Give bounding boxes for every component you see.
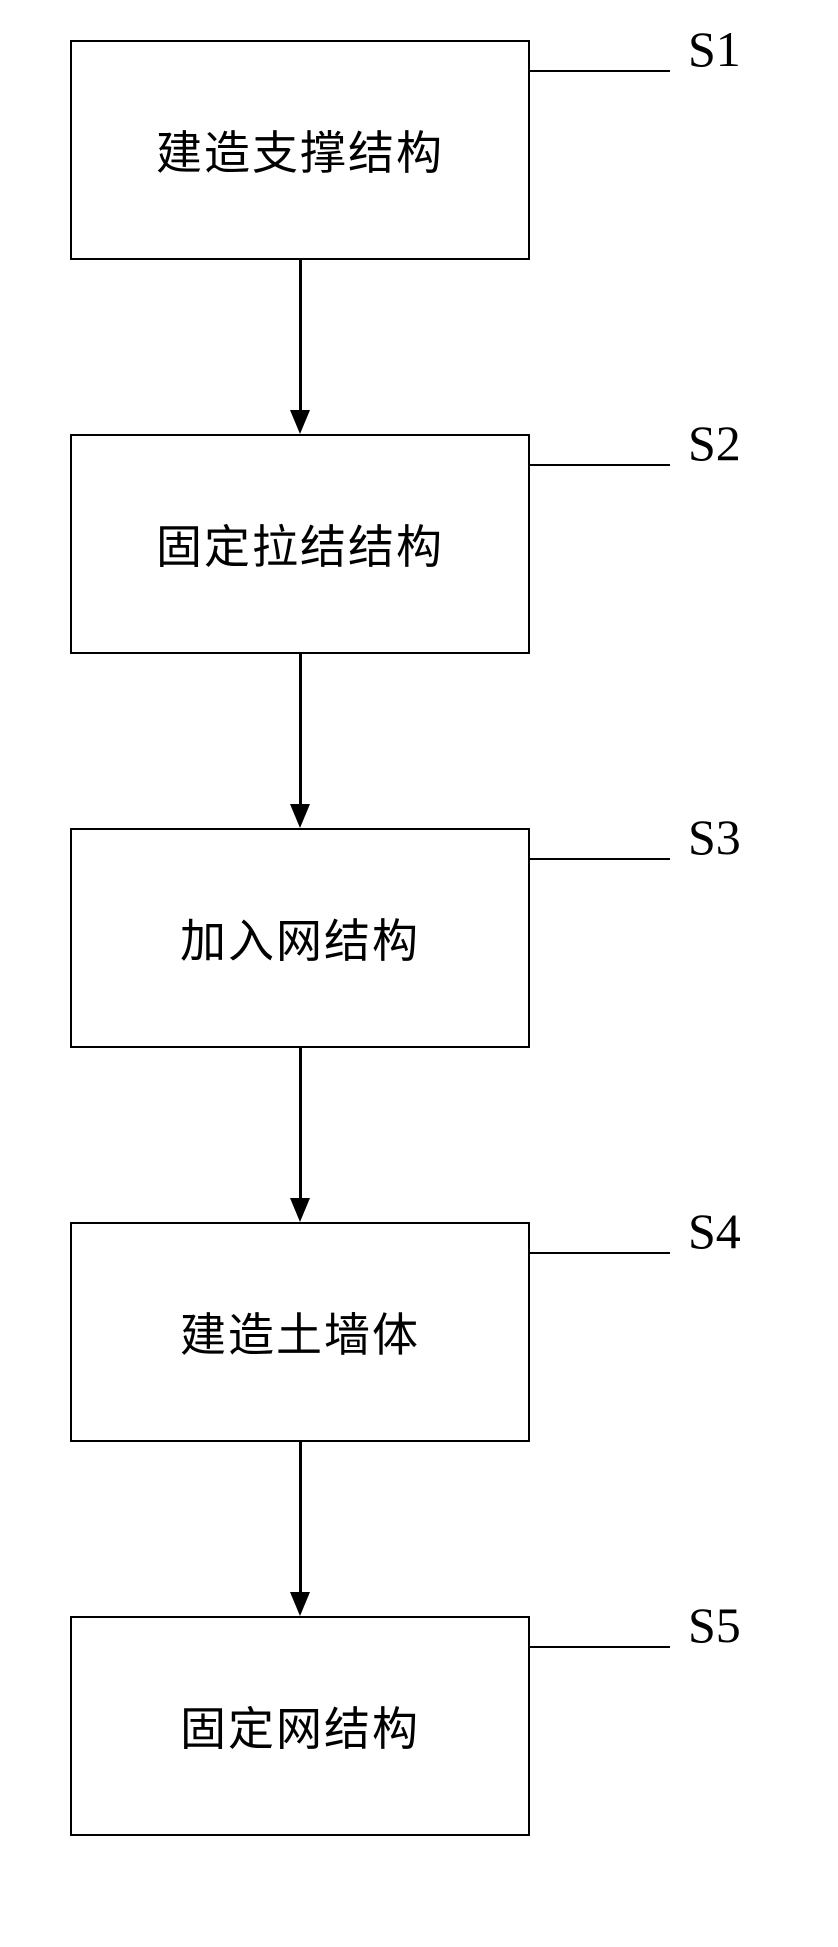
step-box-s5: 固定网结构	[70, 1616, 530, 1836]
step-box-s3: 加入网结构	[70, 828, 530, 1048]
arrow-line-s3	[299, 1048, 302, 1198]
arrow-head-s4	[290, 1592, 310, 1616]
step-text-s5: 固定网结构	[180, 1693, 420, 1759]
arrow-line-s1	[299, 260, 302, 410]
arrow-head-s2	[290, 804, 310, 828]
lead-line-s5	[530, 1646, 670, 1648]
step-box-s2: 固定拉结结构	[70, 434, 530, 654]
step-label-s3: S3	[688, 808, 741, 866]
arrow-line-s4	[299, 1442, 302, 1592]
lead-line-s1	[530, 70, 670, 72]
lead-line-s2	[530, 464, 670, 466]
lead-line-s3	[530, 858, 670, 860]
arrow-head-s3	[290, 1198, 310, 1222]
step-label-s5: S5	[688, 1596, 741, 1654]
step-text-s2: 固定拉结结构	[156, 511, 444, 577]
step-label-s1: S1	[688, 20, 741, 78]
flowchart-container: 建造支撑结构 S1 固定拉结结构 S2 加入网结构 S3 建造土墙体 S4 固定…	[0, 0, 838, 1947]
step-text-s4: 建造土墙体	[180, 1299, 420, 1365]
lead-line-s4	[530, 1252, 670, 1254]
step-text-s1: 建造支撑结构	[156, 117, 444, 183]
step-box-s1: 建造支撑结构	[70, 40, 530, 260]
step-label-s2: S2	[688, 414, 741, 472]
arrow-line-s2	[299, 654, 302, 804]
step-text-s3: 加入网结构	[180, 905, 420, 971]
step-box-s4: 建造土墙体	[70, 1222, 530, 1442]
step-label-s4: S4	[688, 1202, 741, 1260]
arrow-head-s1	[290, 410, 310, 434]
